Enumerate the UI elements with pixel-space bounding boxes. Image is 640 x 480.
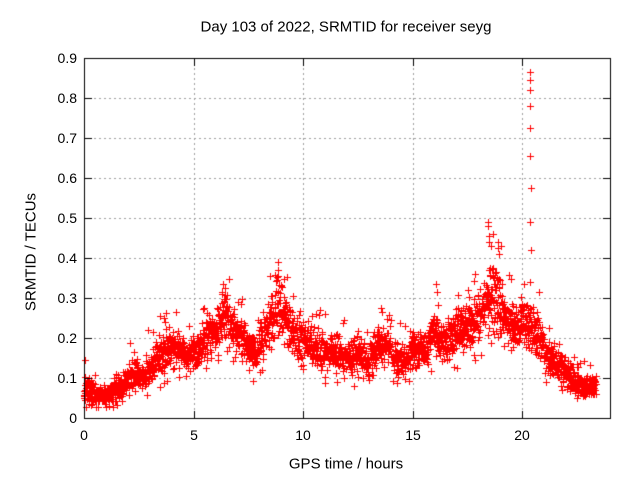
y-tick-label: 0.8 [57, 90, 77, 106]
chart-title: Day 103 of 2022, SRMTID for receiver sey… [200, 18, 492, 36]
y-tick-label: 0.1 [57, 370, 77, 386]
x-tick-label: 10 [295, 427, 311, 443]
x-tick-label: 0 [80, 427, 88, 443]
y-tick-label: 0.2 [57, 330, 77, 346]
y-tick-label: 0.5 [57, 210, 77, 226]
y-tick-label: 0.9 [57, 50, 77, 66]
y-tick-label: 0.3 [57, 290, 77, 306]
x-axis-label: GPS time / hours [288, 455, 404, 473]
x-tick-label: 15 [405, 427, 421, 443]
y-tick-label: 0.7 [57, 130, 77, 146]
x-tick-label: 20 [514, 427, 530, 443]
y-tick-label: 0 [69, 410, 77, 426]
x-tick-label: 5 [190, 427, 198, 443]
y-tick-label: 0.6 [57, 170, 77, 186]
y-tick-label: 0.4 [57, 250, 77, 266]
